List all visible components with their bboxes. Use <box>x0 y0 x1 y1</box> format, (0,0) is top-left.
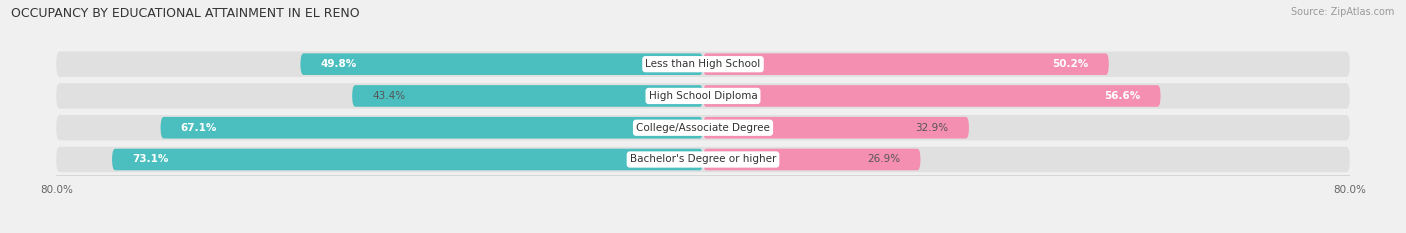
Text: OCCUPANCY BY EDUCATIONAL ATTAINMENT IN EL RENO: OCCUPANCY BY EDUCATIONAL ATTAINMENT IN E… <box>11 7 360 20</box>
FancyBboxPatch shape <box>56 83 1350 109</box>
Text: 43.4%: 43.4% <box>373 91 405 101</box>
Text: 26.9%: 26.9% <box>868 154 900 164</box>
Text: Bachelor's Degree or higher: Bachelor's Degree or higher <box>630 154 776 164</box>
Text: 73.1%: 73.1% <box>132 154 169 164</box>
FancyBboxPatch shape <box>56 115 1350 140</box>
Text: 56.6%: 56.6% <box>1104 91 1140 101</box>
FancyBboxPatch shape <box>56 51 1350 77</box>
FancyBboxPatch shape <box>703 117 969 139</box>
FancyBboxPatch shape <box>301 53 703 75</box>
Text: 50.2%: 50.2% <box>1052 59 1088 69</box>
FancyBboxPatch shape <box>703 85 1160 107</box>
FancyBboxPatch shape <box>112 149 703 170</box>
Text: Less than High School: Less than High School <box>645 59 761 69</box>
Text: 49.8%: 49.8% <box>321 59 357 69</box>
Text: Source: ZipAtlas.com: Source: ZipAtlas.com <box>1291 7 1395 17</box>
FancyBboxPatch shape <box>352 85 703 107</box>
FancyBboxPatch shape <box>703 53 1109 75</box>
Text: High School Diploma: High School Diploma <box>648 91 758 101</box>
Text: College/Associate Degree: College/Associate Degree <box>636 123 770 133</box>
FancyBboxPatch shape <box>56 147 1350 172</box>
FancyBboxPatch shape <box>160 117 703 139</box>
FancyBboxPatch shape <box>703 149 921 170</box>
Text: 32.9%: 32.9% <box>915 123 949 133</box>
Text: 67.1%: 67.1% <box>181 123 217 133</box>
